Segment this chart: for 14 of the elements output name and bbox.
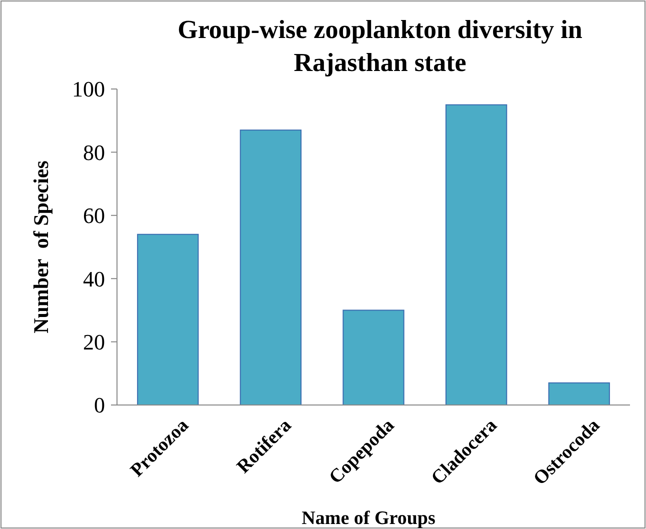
y-tick-label: 40 xyxy=(83,266,105,292)
y-tick-label: 0 xyxy=(94,392,105,418)
y-tick-label: 80 xyxy=(83,140,105,165)
y-tick-label: 60 xyxy=(83,203,105,228)
x-axis-title: Name of Groups xyxy=(302,508,436,529)
bar xyxy=(342,310,404,406)
bar xyxy=(240,130,302,406)
bar xyxy=(137,234,199,406)
y-axis-title: Number of Species xyxy=(29,160,53,334)
chart-title: Group-wise zooplankton diversity in Rajasthan state xyxy=(178,15,583,77)
y-tick-label: 20 xyxy=(83,330,105,354)
bar xyxy=(548,382,610,406)
bar xyxy=(445,104,508,406)
y-tick-label: 100 xyxy=(72,76,105,102)
